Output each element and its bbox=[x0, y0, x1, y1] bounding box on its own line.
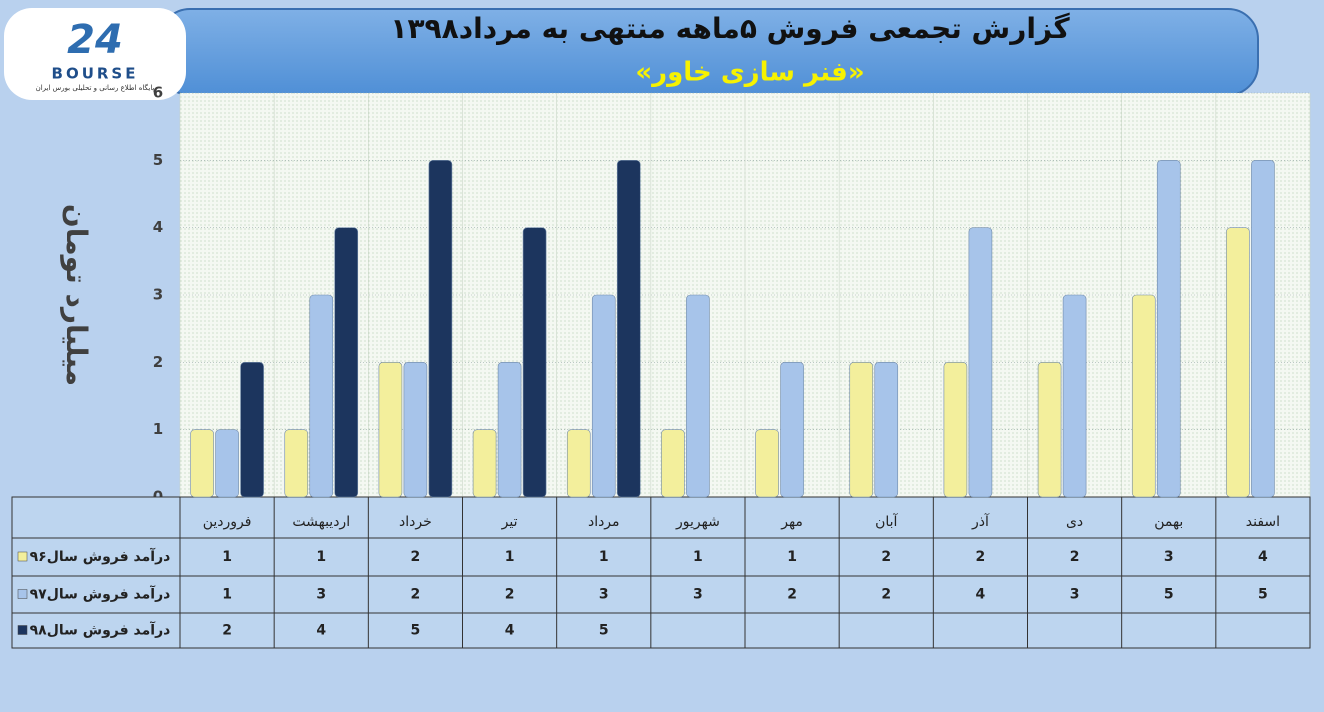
y-axis-title: میلیارد تومان bbox=[60, 204, 93, 386]
table-value: 4 bbox=[316, 623, 326, 639]
bar bbox=[1251, 160, 1275, 498]
table-value: 5 bbox=[1164, 587, 1174, 603]
x-tick-label: آبان bbox=[875, 513, 898, 530]
y-tick-label: 3 bbox=[153, 286, 163, 304]
logo-name: BOURSE bbox=[52, 65, 139, 83]
bar bbox=[661, 429, 685, 498]
y-tick-label: 6 bbox=[153, 84, 163, 102]
legend-label: درآمد فروش سال۹۸ bbox=[30, 621, 171, 639]
table-value: 3 bbox=[599, 587, 609, 603]
x-tick-label: آذر bbox=[971, 513, 990, 530]
bar bbox=[1062, 294, 1087, 498]
bar bbox=[566, 429, 591, 498]
x-tick-label: دی bbox=[1066, 514, 1083, 530]
legend-key bbox=[17, 589, 28, 599]
x-tick-label: خرداد bbox=[399, 514, 432, 530]
bar bbox=[849, 362, 874, 498]
table-value: 3 bbox=[316, 587, 326, 603]
bar bbox=[190, 429, 214, 498]
table-value: 3 bbox=[693, 587, 703, 603]
bar bbox=[874, 362, 899, 498]
bar bbox=[755, 429, 779, 498]
logo-number: 24 bbox=[67, 17, 123, 63]
x-tick-label: مرداد bbox=[588, 514, 620, 530]
table-value: 2 bbox=[1070, 549, 1080, 565]
table-value: 2 bbox=[787, 587, 797, 603]
bar bbox=[428, 160, 453, 498]
table-value: 2 bbox=[881, 549, 891, 565]
legend-key bbox=[17, 551, 28, 562]
bar bbox=[522, 227, 547, 498]
x-tick-label: مهر bbox=[780, 514, 803, 530]
bar bbox=[1131, 294, 1156, 498]
bar bbox=[686, 294, 710, 498]
table-value: 5 bbox=[599, 623, 609, 639]
legend-label: درآمد فروش سال۹۷ bbox=[30, 585, 171, 603]
legend-label: درآمد فروش سال۹۶ bbox=[30, 547, 171, 565]
bar bbox=[497, 362, 522, 498]
x-tick-label: بهمن bbox=[1154, 514, 1183, 530]
bar bbox=[1226, 227, 1250, 498]
bar bbox=[943, 362, 968, 498]
bar bbox=[472, 429, 497, 498]
table-value: 2 bbox=[411, 549, 421, 565]
table-value: 1 bbox=[316, 549, 326, 565]
table-value: 2 bbox=[222, 623, 232, 639]
table-value: 4 bbox=[505, 623, 515, 639]
bar bbox=[591, 294, 616, 498]
y-tick-label: 5 bbox=[153, 151, 163, 169]
chart-subtitle: «فنر سازی خاور» bbox=[635, 58, 864, 88]
table-value: 5 bbox=[411, 623, 421, 639]
data-table bbox=[11, 496, 1311, 649]
x-tick-label: تیر bbox=[501, 514, 518, 530]
logo-tagline: پایگاه اطلاع رسانی و تحلیلی بورس ایران bbox=[36, 83, 155, 92]
bar bbox=[616, 160, 641, 498]
table-value: 1 bbox=[505, 549, 515, 565]
x-tick-label: اردیبهشت bbox=[292, 514, 350, 530]
y-tick-label: 1 bbox=[153, 420, 163, 438]
table-value: 3 bbox=[1164, 549, 1174, 565]
y-tick-label: 2 bbox=[153, 353, 163, 371]
logo-bg bbox=[4, 8, 186, 100]
bar bbox=[240, 362, 264, 498]
table-value: 2 bbox=[976, 549, 986, 565]
bar bbox=[1156, 160, 1181, 498]
bar bbox=[780, 362, 804, 498]
y-tick-label: 4 bbox=[153, 218, 163, 236]
bar bbox=[284, 429, 309, 498]
table-value: 2 bbox=[505, 587, 515, 603]
table-value: 2 bbox=[411, 587, 421, 603]
bar bbox=[309, 294, 334, 498]
table-value: 5 bbox=[1258, 587, 1268, 603]
table-value: 1 bbox=[787, 549, 797, 565]
bar bbox=[968, 227, 993, 498]
bar bbox=[403, 362, 428, 498]
table-value: 2 bbox=[881, 587, 891, 603]
legend-key bbox=[17, 625, 28, 635]
x-tick-label: اسفند bbox=[1246, 514, 1280, 530]
logo: 24 BOURSE پایگاه اطلاع رسانی و تحلیلی بو… bbox=[4, 8, 186, 100]
bar bbox=[1037, 362, 1062, 498]
table-value: 1 bbox=[222, 549, 232, 565]
bar bbox=[334, 227, 359, 498]
chart-title: گزارش تجمعی فروش ۵ماهه منتهی به مرداد۱۳۹… bbox=[390, 12, 1070, 45]
table-value: 1 bbox=[599, 549, 609, 565]
table-value: 4 bbox=[1258, 549, 1268, 565]
x-tick-label: فروردین bbox=[203, 514, 252, 530]
x-tick-label: شهریور bbox=[675, 514, 720, 530]
bar bbox=[215, 429, 239, 498]
table-value: 4 bbox=[976, 587, 986, 603]
table-value: 1 bbox=[222, 587, 232, 603]
bar bbox=[378, 362, 403, 498]
table-value: 1 bbox=[693, 549, 703, 565]
table-value: 3 bbox=[1070, 587, 1080, 603]
